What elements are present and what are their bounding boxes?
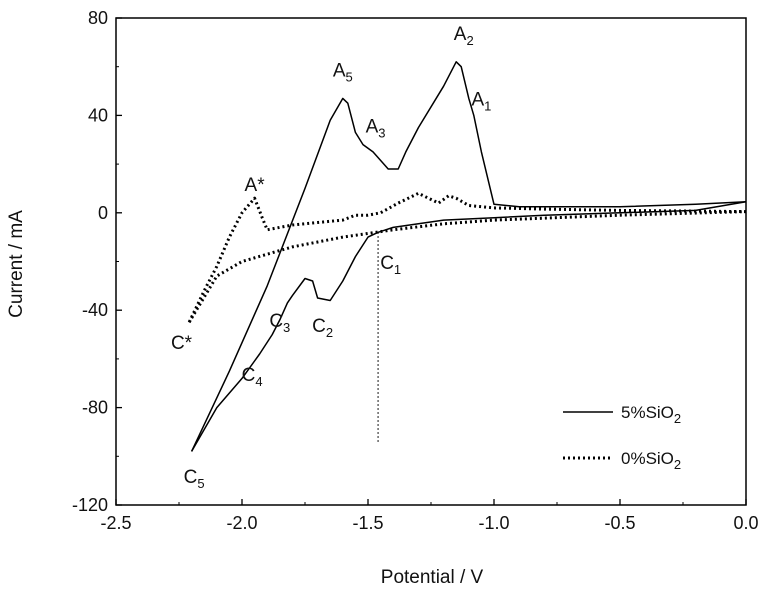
peak-label-a2: A2 — [454, 24, 474, 48]
series-line-0pct-sio2-segment-0 — [187, 191, 747, 324]
tick-layer: -2.5 -2.0 -1.5 -1.0 -0.5 0.0 80 40 0 -40 -80 -120 — [72, 8, 759, 533]
peak-label-c3: C3 — [269, 311, 290, 335]
peak-label-a5: A5 — [333, 60, 353, 84]
plot-frame — [115, 17, 747, 506]
legend-label-0pct-sio2-sub: 2 — [674, 457, 681, 472]
peak-label-c4: C4 — [242, 365, 263, 389]
peak-label-a-star: A* — [245, 175, 266, 196]
peak-label-c1: C1 — [380, 253, 401, 277]
y-tick-label: -40 — [82, 300, 108, 320]
x-tick-label: -1.0 — [478, 513, 509, 533]
x-axis-title: Potential / V — [381, 567, 484, 588]
legend: 5%SiO2 0%SiO2 — [563, 403, 681, 472]
x-tick-label: -0.5 — [604, 513, 635, 533]
series-line-5pct-sio2-segment-0 — [190, 61, 747, 452]
y-tick-label: 80 — [88, 8, 108, 28]
peak-label-c5: C5 — [184, 467, 205, 491]
x-tick-label: -2.0 — [226, 513, 257, 533]
legend-label-5pct-sio2-base: 5%SiO — [621, 403, 674, 422]
y-tick-label: 0 — [98, 203, 108, 223]
peak-label-c2: C2 — [312, 316, 333, 340]
y-tick-label: -120 — [72, 495, 108, 515]
peak-label-a3: A3 — [366, 116, 386, 140]
legend-label-0pct-sio2: 0%SiO2 — [621, 449, 681, 472]
y-axis-title: Current / mA — [6, 210, 27, 318]
peak-label-c-star: C* — [171, 333, 193, 354]
y-tick-label: -80 — [82, 398, 108, 418]
series-line-5pct-sio2-segment-1 — [190, 201, 747, 452]
legend-label-5pct-sio2: 5%SiO2 — [621, 403, 681, 426]
x-tick-label: -1.5 — [352, 513, 383, 533]
x-tick-label: -2.5 — [100, 513, 131, 533]
series-layer — [187, 61, 747, 452]
peak-label-a1: A1 — [471, 90, 491, 114]
y-tick-label: 40 — [88, 105, 108, 125]
legend-label-5pct-sio2-sub: 2 — [674, 411, 681, 426]
annotation-layer: A2 A1 A5 A3 A* C1 C2 C3 C4 C* C5 — [171, 24, 491, 491]
legend-label-0pct-sio2-base: 0%SiO — [621, 449, 674, 468]
x-tick-label: 0.0 — [733, 513, 758, 533]
